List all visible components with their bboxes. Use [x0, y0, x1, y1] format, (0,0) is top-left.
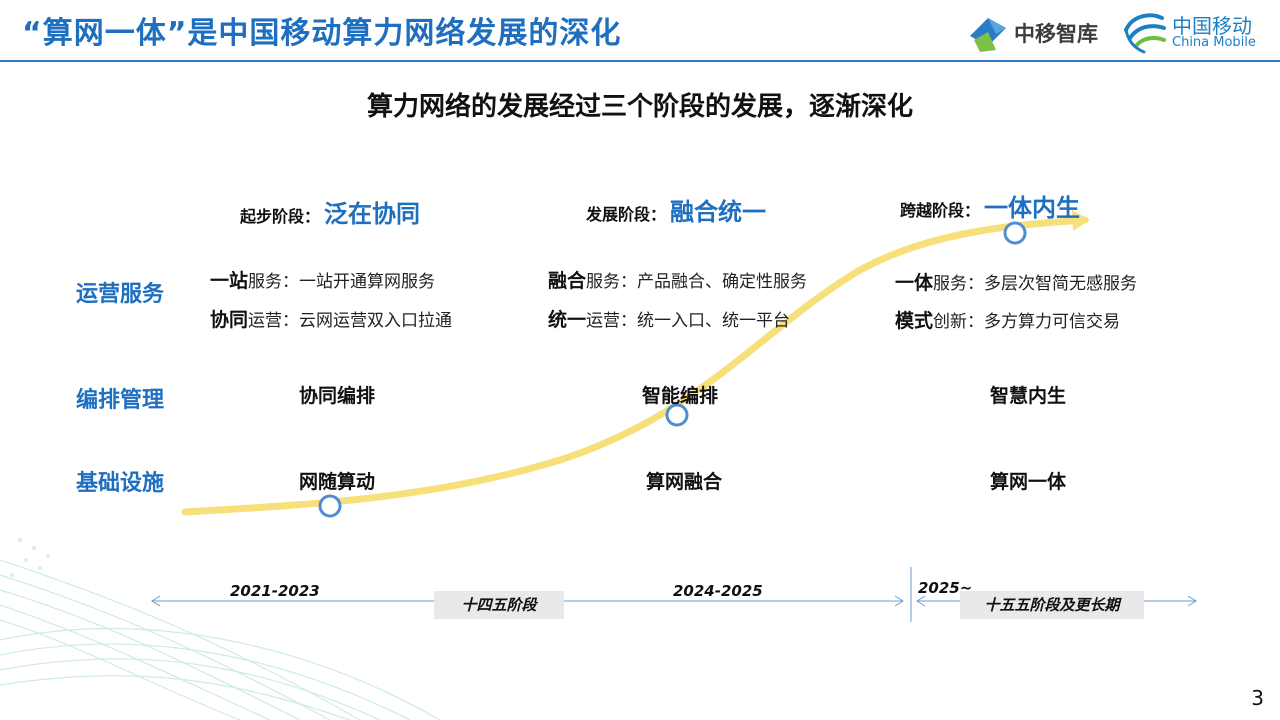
- period-label-2: 2024-2025: [673, 582, 763, 600]
- orchestration-item-2: 智能编排: [642, 385, 719, 407]
- infrastructure-item-2: 算网融合: [646, 471, 723, 493]
- service-keyword: 统一: [548, 309, 587, 331]
- zhiku-logo-text: 中移智库: [1014, 22, 1098, 46]
- stage-prefix: 发展阶段：: [586, 205, 667, 224]
- milestone-marker-2: [665, 403, 689, 427]
- service-line: 协同运营：云网运营双入口拉通: [210, 305, 452, 332]
- milestone-marker-3: [1003, 221, 1027, 245]
- service-text: 运营：统一入口、统一平台: [586, 311, 791, 331]
- row-label-orchestration: 编排管理: [76, 388, 165, 413]
- row-label-operation: 运营服务: [76, 282, 165, 307]
- service-line: 模式创新：多方算力可信交易: [895, 306, 1120, 333]
- service-text: 创新：多方算力可信交易: [933, 312, 1121, 332]
- service-text: 服务：产品融合、确定性服务: [586, 272, 808, 292]
- header-divider: [0, 60, 1280, 62]
- curve-arrowhead: [1072, 210, 1090, 231]
- service-line: 一体服务：多层次智简无感服务: [895, 268, 1137, 295]
- stage-name: 泛在协同: [324, 200, 421, 228]
- period-label-1: 2021-2023: [230, 582, 320, 600]
- service-text: 运营：云网运营双入口拉通: [248, 311, 453, 331]
- stage-name: 一体内生: [984, 194, 1081, 222]
- china-mobile-logo-cn: 中国移动: [1172, 14, 1252, 38]
- service-keyword: 一站: [210, 270, 249, 292]
- background-waves: [0, 559, 441, 720]
- stage-prefix: 起步阶段：: [240, 207, 321, 226]
- orchestration-item-3: 智慧内生: [990, 385, 1067, 407]
- service-keyword: 协同: [210, 309, 249, 331]
- infrastructure-item-3: 算网一体: [990, 471, 1067, 493]
- service-line: 一站服务：一站开通算网服务: [210, 266, 435, 293]
- milestone-marker-1: [318, 494, 342, 518]
- service-keyword: 模式: [895, 310, 934, 332]
- background-dots: [10, 538, 50, 577]
- plan-box-15th: 十五五阶段及更长期: [960, 591, 1144, 619]
- service-text: 服务：一站开通算网服务: [248, 272, 436, 292]
- china-mobile-logo: 中国移动 China Mobile: [1120, 8, 1270, 56]
- infrastructure-item-1: 网随算动: [299, 471, 376, 493]
- china-mobile-logo-icon: [1124, 13, 1166, 54]
- stage-heading-3: 跨越阶段： 一体内生: [900, 188, 1080, 223]
- china-mobile-logo-en: China Mobile: [1172, 35, 1256, 50]
- slide-subtitle: 算力网络的发展经过三个阶段的发展，逐渐深化: [366, 92, 913, 122]
- period-label-3: 2025~: [918, 579, 973, 597]
- zhiku-logo-icon: [970, 18, 1006, 52]
- service-line: 统一运营：统一入口、统一平台: [548, 305, 790, 332]
- page-title: “算网一体”是中国移动算力网络发展的深化: [22, 16, 622, 51]
- zhiku-logo: 中移智库: [966, 10, 1111, 54]
- service-text: 服务：多层次智简无感服务: [933, 274, 1138, 294]
- stage-name: 融合统一: [670, 198, 767, 226]
- stage-heading-1: 起步阶段： 泛在协同: [240, 194, 420, 229]
- service-keyword: 融合: [548, 270, 587, 292]
- plan-box-14th: 十四五阶段: [434, 591, 564, 619]
- stage-prefix: 跨越阶段：: [900, 201, 981, 220]
- stage-heading-2: 发展阶段： 融合统一: [586, 192, 766, 227]
- page-number: 3: [1251, 686, 1264, 710]
- service-line: 融合服务：产品融合、确定性服务: [548, 266, 807, 293]
- service-keyword: 一体: [895, 272, 934, 294]
- orchestration-item-1: 协同编排: [299, 385, 376, 407]
- row-label-infrastructure: 基础设施: [76, 471, 165, 496]
- growth-curve: [181, 216, 1089, 516]
